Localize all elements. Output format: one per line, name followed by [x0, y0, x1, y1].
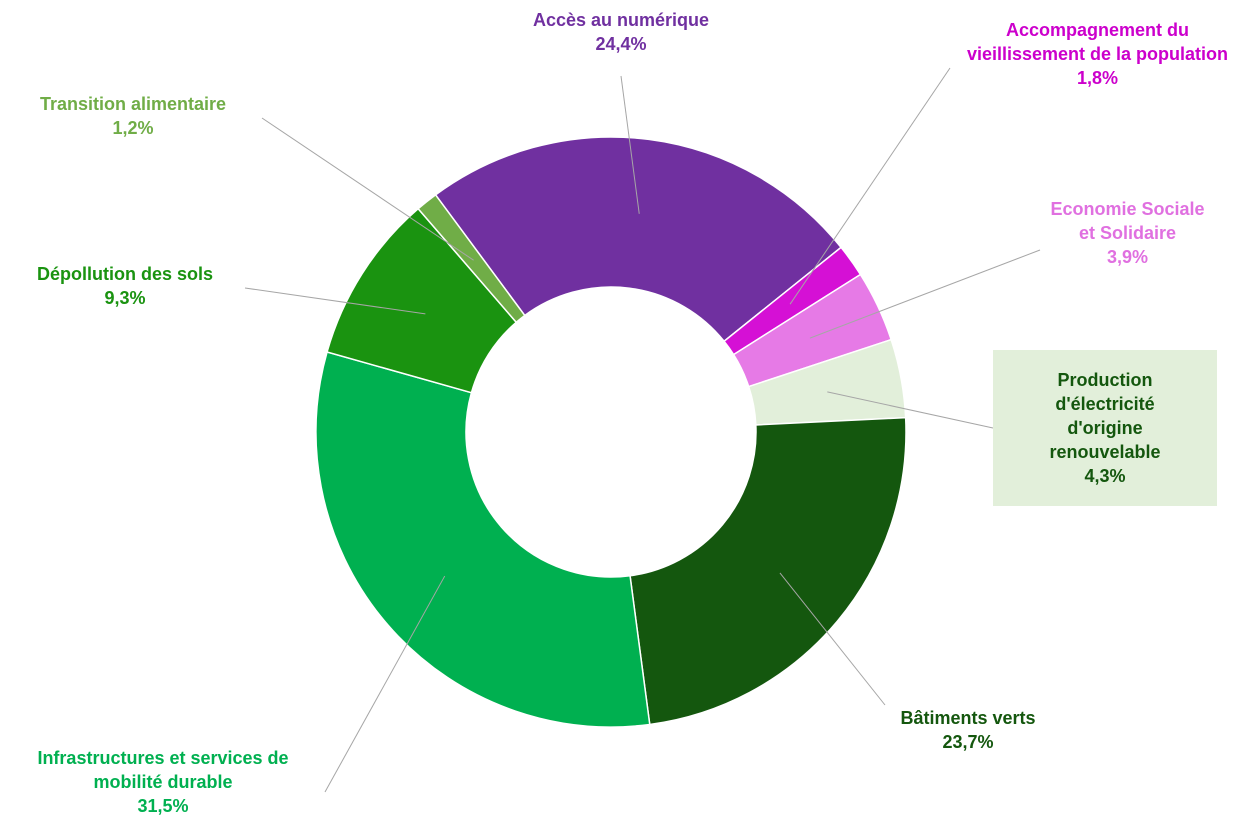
- category-name: Economie Sociale et Solidaire: [1050, 199, 1205, 243]
- leader-line: [827, 391, 994, 429]
- leader-line: [261, 117, 474, 261]
- leader-line: [809, 249, 1041, 339]
- slice-label: Production d'électricité d'origine renou…: [993, 350, 1217, 506]
- slice-label: Transition alimentaire 1,2%: [3, 92, 263, 140]
- category-name: Dépollution des sols: [36, 264, 214, 284]
- category-name: Bâtiments verts: [900, 708, 1036, 728]
- value-label: 23,7%: [942, 732, 994, 752]
- leader-line: [324, 575, 446, 793]
- value-label: 1,8%: [1076, 68, 1119, 88]
- value-label: 3,9%: [1106, 247, 1149, 267]
- slice-label: Dépollution des sols 9,3%: [0, 262, 250, 310]
- leader-line: [620, 75, 640, 214]
- leader-line: [789, 67, 951, 305]
- leader-line: [779, 572, 886, 706]
- slice-label: Bâtiments verts 23,7%: [868, 706, 1068, 754]
- leader-line: [244, 287, 426, 315]
- slice-label: Accès au numérique 24,4%: [471, 8, 771, 56]
- value-label: 9,3%: [104, 288, 146, 308]
- donut-slice: [434, 136, 843, 343]
- slice-label: Economie Sociale et Solidaire 3,9%: [1050, 197, 1205, 269]
- donut-slice: [629, 416, 907, 726]
- value-label: 24,4%: [595, 34, 647, 54]
- value-label: 4,3%: [1084, 466, 1126, 486]
- category-name: Production d'électricité d'origine renou…: [1049, 370, 1161, 462]
- slice-label: Accompagnement du vieillissement de la p…: [960, 18, 1235, 90]
- value-label: 1,2%: [112, 118, 154, 138]
- category-name: Transition alimentaire: [39, 94, 227, 114]
- category-name: Accompagnement du vieillissement de la p…: [966, 20, 1229, 64]
- slice-label: Infrastructures et services de mobilité …: [3, 746, 323, 818]
- value-label: 31,5%: [137, 796, 189, 816]
- category-name: Infrastructures et services de mobilité …: [37, 748, 289, 792]
- category-name: Accès au numérique: [532, 10, 710, 30]
- donut-slice: [315, 351, 651, 728]
